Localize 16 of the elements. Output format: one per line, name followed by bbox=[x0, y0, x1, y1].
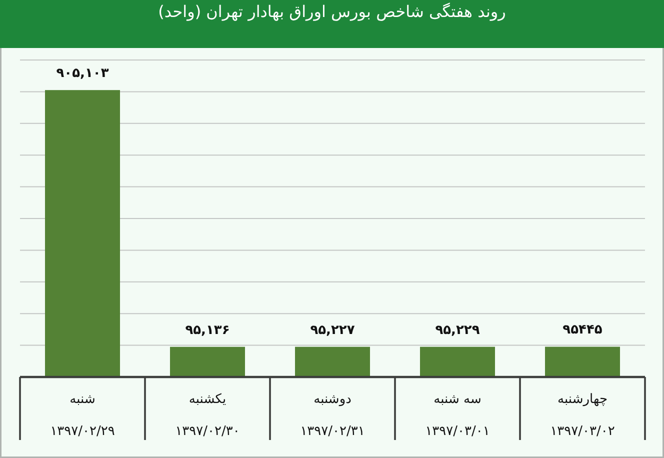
category-label: یکشنبه ۱۳۹۷/۰۲/۳۰ bbox=[175, 392, 240, 439]
data-label: ۹۵,۱۳۶ bbox=[185, 322, 230, 338]
chart-title: روند هفتگی شاخص بورس اوراق بهادار تهران (واحد) bbox=[158, 2, 506, 21]
bar bbox=[170, 346, 245, 377]
data-label: ۹۵,۲۲۷ bbox=[310, 322, 355, 338]
bar bbox=[545, 346, 620, 377]
bar bbox=[45, 90, 120, 377]
category-label: شنبه ۱۳۹۷/۰۲/۲۹ bbox=[50, 392, 115, 439]
data-label: ۹۵,۲۲۹ bbox=[435, 322, 480, 338]
category-label: سه شنبه ۱۳۹۷/۰۳/۰۱ bbox=[425, 392, 490, 439]
category-label: دوشنبه ۱۳۹۷/۰۲/۳۱ bbox=[300, 392, 365, 439]
bar bbox=[295, 346, 370, 377]
data-label: ۹۵۴۴۵ bbox=[562, 322, 602, 338]
bar bbox=[420, 346, 495, 377]
category-label: چهارشنبه ۱۳۹۷/۰۳/۰۲ bbox=[550, 392, 615, 439]
data-label: ۹۰۵,۱۰۳ bbox=[56, 66, 109, 82]
